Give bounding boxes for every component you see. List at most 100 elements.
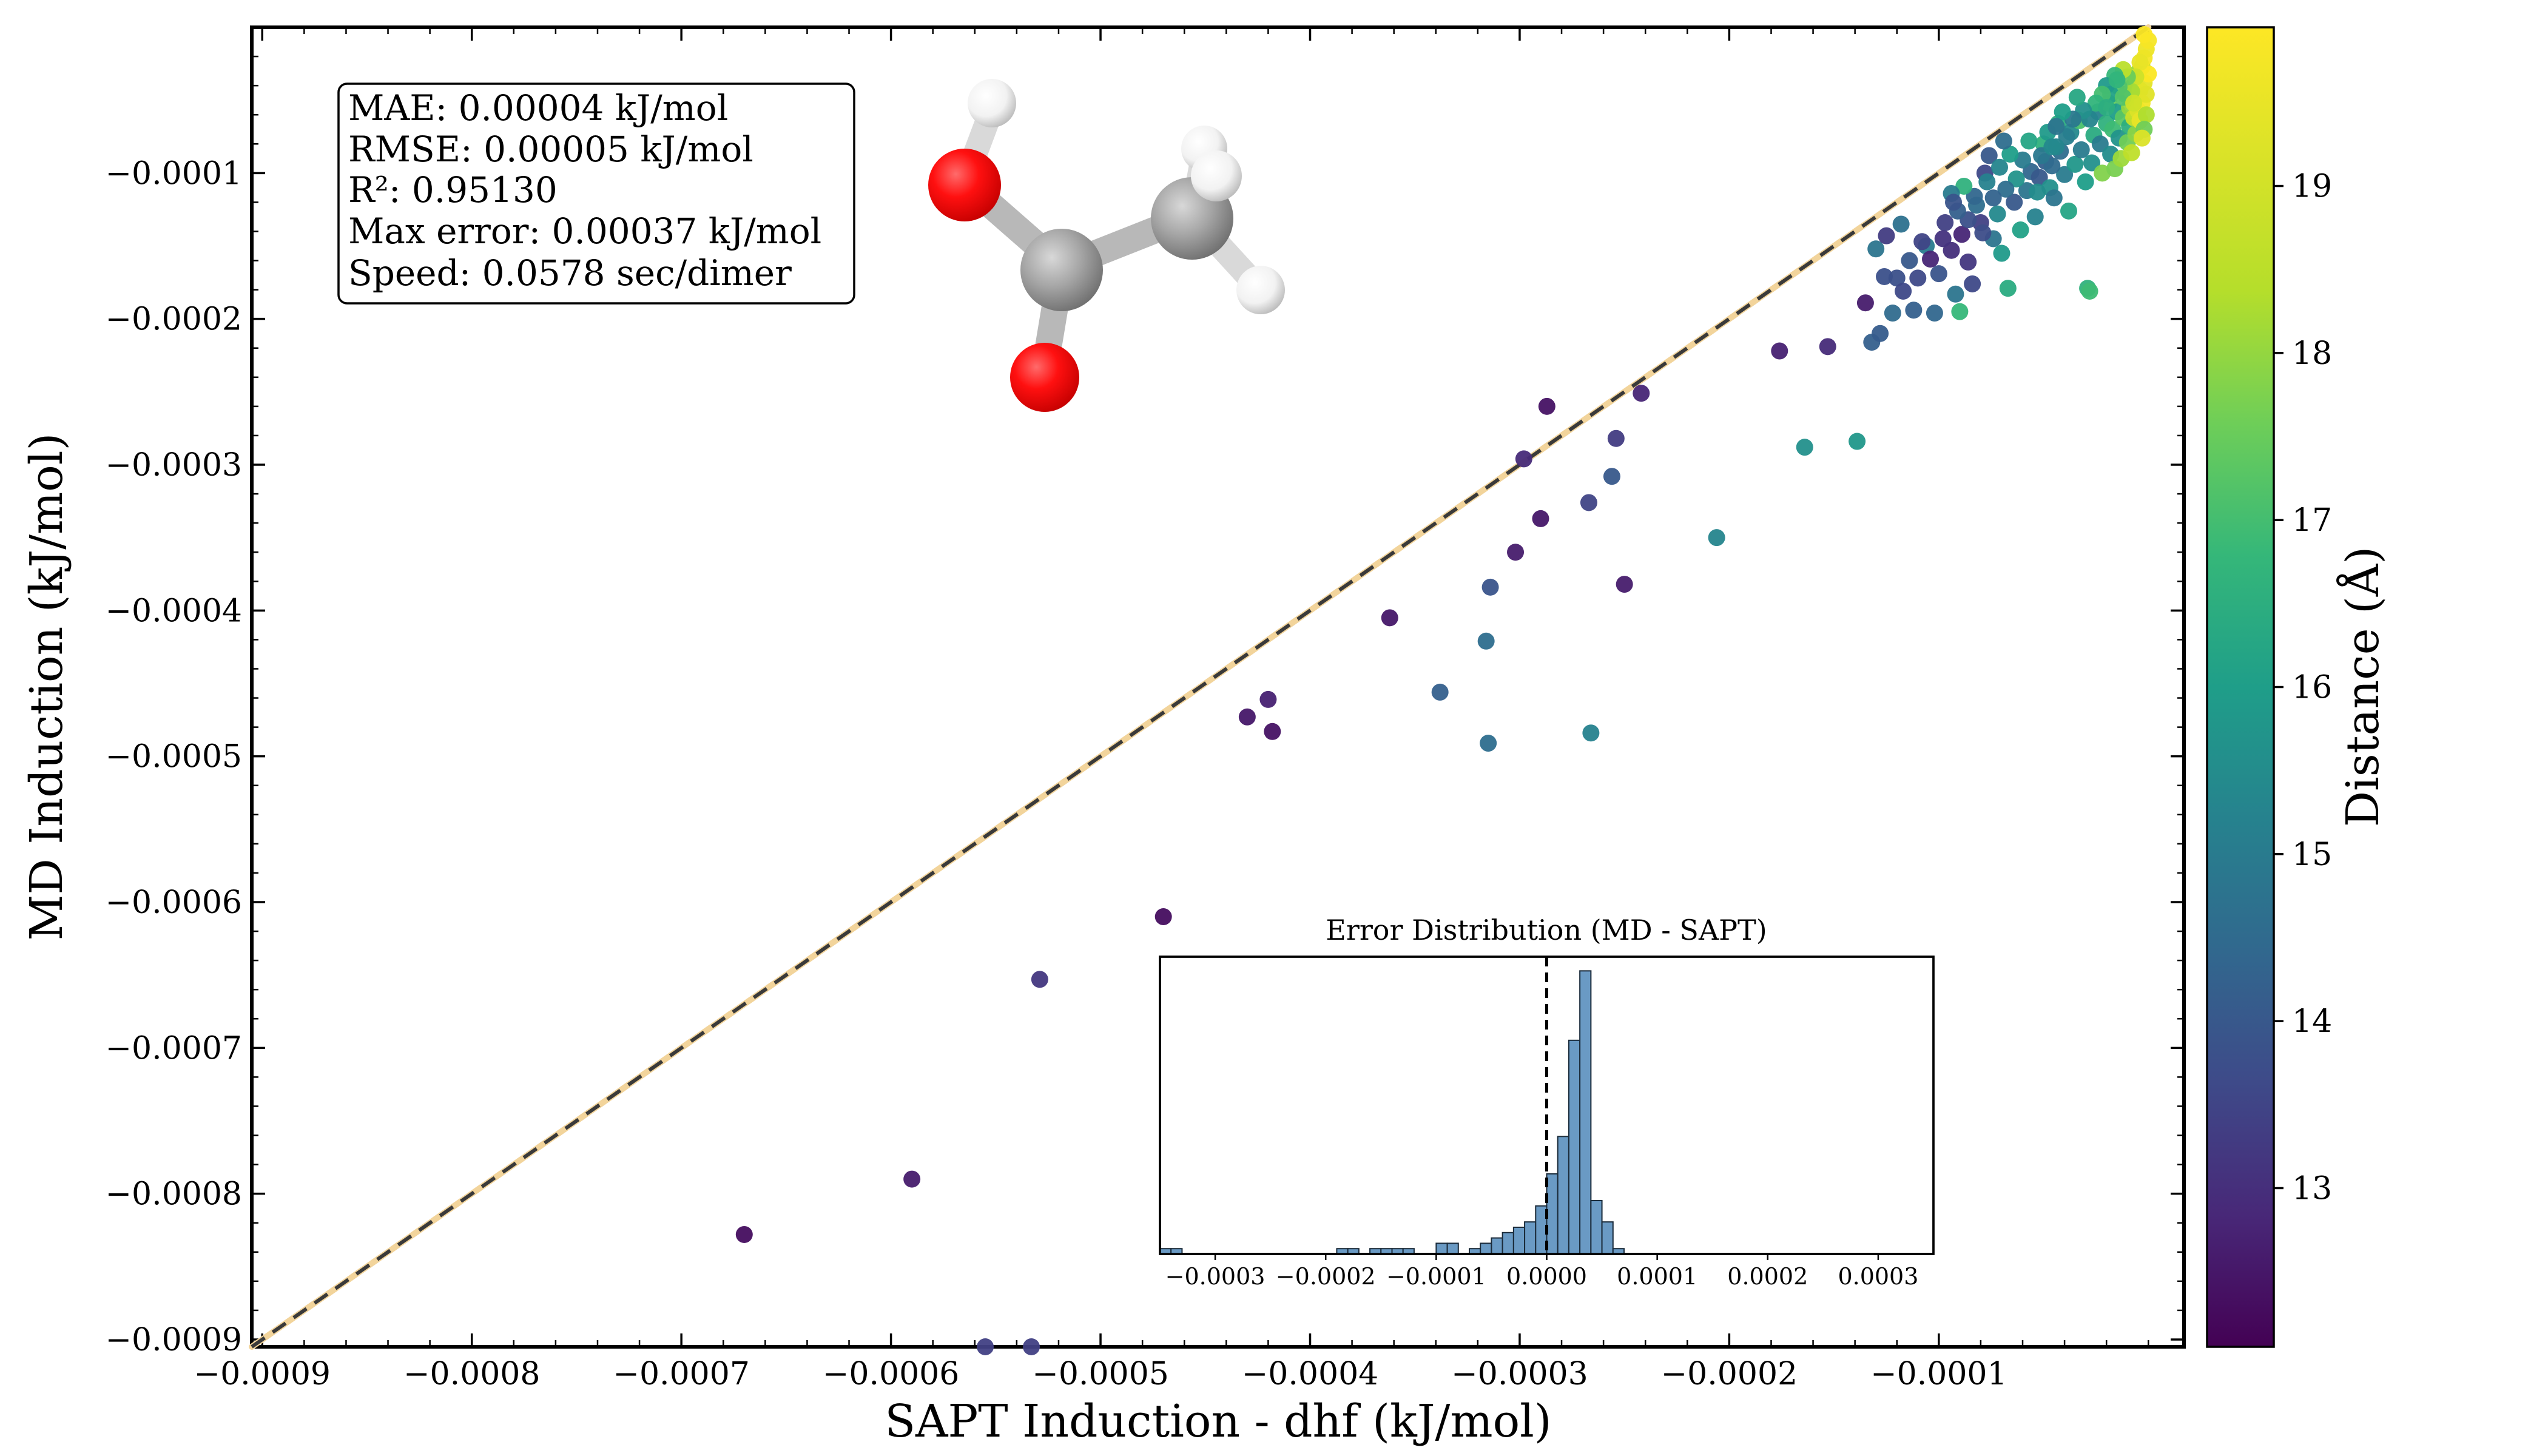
scatter-point xyxy=(1989,205,2006,223)
x-tick-label: −0.0008 xyxy=(403,1356,541,1392)
scatter-point xyxy=(2001,146,2019,163)
histogram-bar xyxy=(1568,1039,1581,1255)
carbon-atom xyxy=(1020,229,1103,311)
histogram-bar xyxy=(1535,1205,1548,1255)
histogram-bar xyxy=(1491,1237,1503,1255)
scatter-point xyxy=(1431,683,1449,701)
oxygen-atom xyxy=(928,149,1001,221)
stat-max-error: Max error: 0.00037 kJ/mol xyxy=(348,211,821,252)
scatter-point xyxy=(1480,735,1497,752)
scatter-point xyxy=(1538,397,1555,415)
y-tick-label: −0.0005 xyxy=(105,739,242,775)
scatter-point xyxy=(2081,283,2098,300)
x-tick-label: −0.0007 xyxy=(613,1356,750,1392)
scatter-point xyxy=(1616,576,1633,593)
scatter-point xyxy=(2026,208,2044,226)
scatter-point xyxy=(1974,224,1992,241)
scatter-point xyxy=(1023,1338,1040,1355)
scatter-point xyxy=(2006,194,2023,211)
colorbar-tick-label: 16 xyxy=(2292,670,2332,706)
scatter-point xyxy=(1978,173,1996,190)
colorbar-tick-label: 18 xyxy=(2292,335,2332,372)
histogram-bar xyxy=(1435,1242,1448,1255)
histogram-bars xyxy=(1159,970,1625,1255)
y-tick-label: −0.0007 xyxy=(105,1030,242,1067)
colorbar: 13 14 15 16 17 18 19 Distance (Å) xyxy=(2206,26,2389,1348)
scatter-point xyxy=(1532,510,1549,527)
scatter-point xyxy=(735,1225,753,1243)
scatter-point xyxy=(2066,155,2084,173)
scatter-point xyxy=(1884,305,1901,322)
scatter-point xyxy=(1901,252,1918,269)
y-axis-title: MD Induction (kJ/mol) xyxy=(21,433,73,941)
scatter-point xyxy=(1515,450,1532,468)
scatter-series xyxy=(735,26,2157,1355)
scatter-point xyxy=(2091,135,2109,153)
histogram-bar xyxy=(1524,1221,1537,1255)
scatter-point xyxy=(1872,325,1889,342)
scatter-point xyxy=(1582,724,1600,742)
y-tick-label: −0.0004 xyxy=(105,593,242,629)
scatter-point xyxy=(2137,86,2155,103)
histogram-bar xyxy=(1480,1242,1492,1255)
y-tick-label: −0.0003 xyxy=(105,447,242,484)
scatter-point xyxy=(1930,265,1947,283)
scatter-point xyxy=(2123,144,2140,161)
scatter-point xyxy=(2060,202,2078,220)
scatter-point xyxy=(1909,269,1927,287)
scatter-point xyxy=(1607,430,1625,447)
scatter-point xyxy=(1856,294,1874,312)
scatter-point xyxy=(1980,147,1998,164)
scatter-point xyxy=(2020,132,2038,150)
scatter-point xyxy=(1997,180,2015,198)
y-tick-label: −0.0006 xyxy=(105,885,242,921)
scatter-point xyxy=(1819,338,1836,356)
scatter-point xyxy=(1892,215,1910,233)
x-axis-title: SAPT Induction - dhf (kJ/mol) xyxy=(885,1395,1551,1448)
scatter-point xyxy=(2125,94,2143,112)
scatter-point xyxy=(1951,303,1969,320)
inset-title: Error Distribution (MD - SAPT) xyxy=(1326,914,1767,946)
colorbar-ticks: 13 14 15 16 17 18 19 xyxy=(2274,169,2332,1207)
colorbar-label: Distance (Å) xyxy=(2336,547,2389,827)
reference-line xyxy=(249,24,2152,1350)
scatter-point xyxy=(2012,221,2029,239)
scatter-point xyxy=(1477,632,1495,650)
scatter-point xyxy=(1633,385,1650,402)
scatter-point xyxy=(2068,89,2086,106)
scatter-point xyxy=(1796,439,1813,456)
scatter-point xyxy=(903,1170,921,1188)
scatter-point xyxy=(2045,189,2063,207)
scatter-point xyxy=(1995,132,2012,150)
scatter-point xyxy=(1984,189,2002,207)
scatter-point xyxy=(1849,433,1866,450)
y-axis-ticks: −0.0009 −0.0008 −0.0007 −0.0006 −0.0005 −0.00… xyxy=(105,55,2184,1358)
scatter-point xyxy=(2131,53,2149,71)
scatter-point xyxy=(1922,251,1940,268)
histogram-bar xyxy=(1557,1136,1569,1255)
scatter-point xyxy=(2133,129,2151,147)
inset-tick-label: 0.0003 xyxy=(1838,1263,1918,1290)
x-tick-label: −0.0003 xyxy=(1451,1356,1588,1392)
histogram-bar xyxy=(1590,1199,1603,1255)
hydrogen-atom xyxy=(1191,150,1242,201)
scatter-point xyxy=(1993,244,2010,262)
inset-tick-label: 0.0002 xyxy=(1727,1263,1808,1290)
scatter-point xyxy=(2108,71,2126,89)
scatter-point xyxy=(1905,302,1923,319)
scatter-point xyxy=(1926,305,1943,322)
inset-histogram: −0.0003 −0.0002 −0.0001 0.0000 0.0001 0.0002 0… xyxy=(1159,914,1935,1290)
scatter-point xyxy=(2007,170,2025,187)
scatter-point xyxy=(2072,141,2090,158)
x-axis-ticks: −0.0009 −0.0008 −0.0007 −0.0006 −0.0005 −0.00… xyxy=(194,27,2149,1392)
scatter-point xyxy=(1154,908,1172,926)
scatter-point xyxy=(2058,128,2075,146)
hydrogen-atom xyxy=(1236,266,1285,314)
scatter-point xyxy=(1964,275,1981,292)
scatter-point xyxy=(1031,971,1048,988)
histogram-bar xyxy=(1546,1173,1559,1255)
x-tick-label: −0.0004 xyxy=(1242,1356,1379,1392)
histogram-bar xyxy=(1579,970,1592,1255)
colorbar-tick-label: 15 xyxy=(2292,837,2332,873)
scatter-point xyxy=(1966,187,1983,205)
